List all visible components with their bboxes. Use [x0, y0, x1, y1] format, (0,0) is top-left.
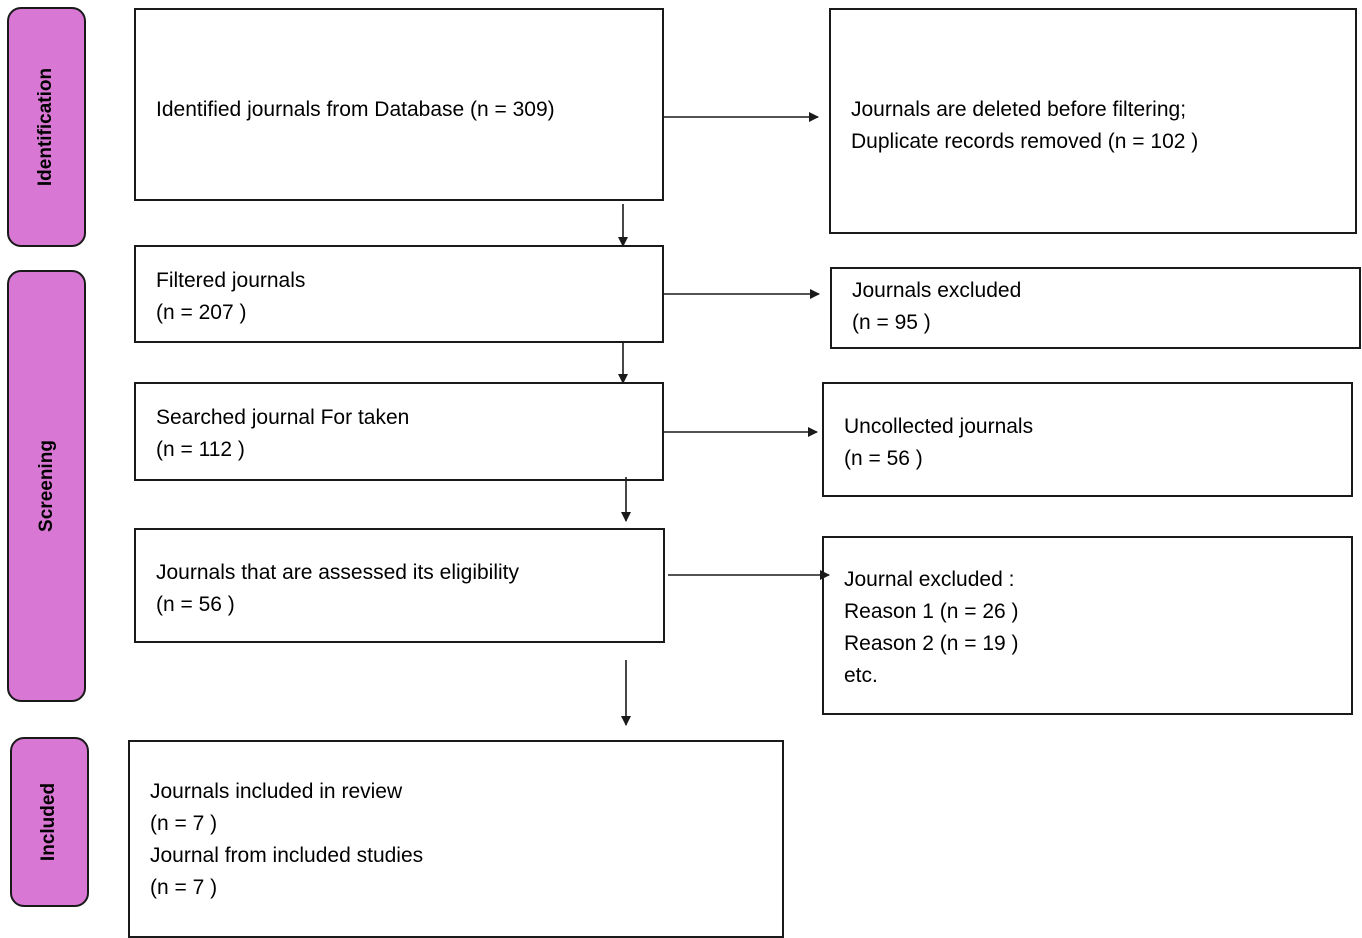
- box-uncollected-line-1: Uncollected journals: [844, 415, 1034, 438]
- box-included-line-4: (n = 7 ): [150, 876, 218, 899]
- box-excluded-reasons-line-2: Reason 1 (n = 26 ): [844, 600, 1019, 623]
- box-searched-line-2: (n = 112 ): [156, 438, 245, 461]
- box-filtered-line-2: (n = 207 ): [156, 301, 247, 324]
- box-included-line-1: Journals included in review: [150, 780, 403, 803]
- box-removed-line-1: Journals are deleted before filtering;: [851, 98, 1187, 121]
- phase-included: Included: [10, 737, 89, 907]
- box-excluded: Journals excluded (n = 95 ): [830, 267, 1361, 349]
- box-excluded-reasons: Journal excluded : Reason 1 (n = 26 ) Re…: [822, 536, 1353, 715]
- box-included-line-3: Journal from included studies: [150, 844, 424, 867]
- box-excluded-reasons-line-1: Journal excluded :: [844, 568, 1015, 591]
- box-searched: Searched journal For taken (n = 112 ): [134, 382, 664, 481]
- box-identified: Identified journals from Database (n = 3…: [134, 8, 664, 201]
- box-identified-line-1: Identified journals from Database (n = 3…: [156, 98, 555, 121]
- box-excluded-line-1: Journals excluded: [852, 279, 1022, 302]
- box-removed-line-2: Duplicate records removed (n = 102 ): [851, 130, 1199, 153]
- box-excluded-reasons-line-4: etc.: [844, 664, 878, 687]
- box-included: Journals included in review (n = 7 ) Jou…: [128, 740, 784, 938]
- box-assessed-line-1: Journals that are assessed its eligibili…: [156, 561, 520, 584]
- box-uncollected: Uncollected journals (n = 56 ): [822, 382, 1353, 497]
- box-removed: Journals are deleted before filtering; D…: [829, 8, 1357, 234]
- box-excluded-reasons-line-3: Reason 2 (n = 19 ): [844, 632, 1019, 655]
- box-filtered: Filtered journals (n = 207 ): [134, 245, 664, 343]
- box-excluded-line-2: (n = 95 ): [852, 311, 931, 334]
- box-assessed-line-2: (n = 56 ): [156, 593, 235, 616]
- box-assessed: Journals that are assessed its eligibili…: [134, 528, 665, 643]
- box-searched-line-1: Searched journal For taken: [156, 406, 410, 429]
- box-filtered-line-1: Filtered journals: [156, 269, 306, 292]
- phase-screening: Screening: [7, 270, 86, 702]
- box-included-line-2: (n = 7 ): [150, 812, 218, 835]
- box-uncollected-line-2: (n = 56 ): [844, 447, 923, 470]
- phase-identification: Identification: [7, 7, 86, 247]
